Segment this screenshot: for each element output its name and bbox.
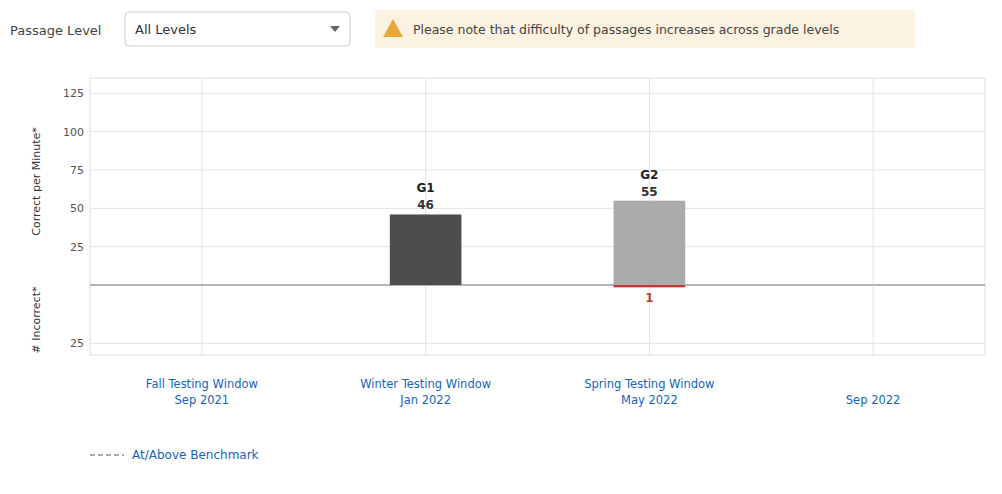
tick-label: 75 <box>70 164 84 177</box>
grade-label: G1 <box>417 181 435 195</box>
data-label: 1 <box>645 291 653 305</box>
grid-line <box>90 131 985 132</box>
grid-line <box>90 208 985 209</box>
plot-frame <box>90 78 985 285</box>
legend: At/Above Benchmark <box>90 448 259 462</box>
dropdown-text: All Levels <box>135 22 197 37</box>
tick-label: 100 <box>63 126 84 139</box>
grid-line-vertical <box>873 285 874 355</box>
top-axes: 25 50 75 100 125 Correct per Minute* <box>30 78 985 285</box>
header: Passage Level All Levels Please note that … <box>10 10 915 48</box>
baseline <box>90 285 985 286</box>
bars-correct <box>390 201 685 285</box>
warning-icon <box>383 19 403 37</box>
grid-line <box>90 170 985 171</box>
dropdown-arrow <box>330 26 340 32</box>
tick-label: 50 <box>70 202 84 215</box>
category-label: Spring Testing Window May 2022 <box>584 377 714 407</box>
grade-label: G2 <box>640 168 658 182</box>
legend-swatch <box>90 454 124 456</box>
data-label: 55 <box>641 185 658 199</box>
labels-correct: 46 G1 55 G2 <box>417 168 659 213</box>
data-label: 46 <box>417 198 434 212</box>
tick-label: 25 <box>70 337 84 350</box>
bottom-axes: 25 # Incorrect* <box>30 285 985 355</box>
bars-incorrect <box>614 285 686 287</box>
category-label: Fall Testing Window Sep 2021 <box>146 377 258 407</box>
bar <box>390 285 462 286</box>
category-label-line: Fall Testing Window <box>146 377 258 391</box>
bar <box>614 285 686 287</box>
category-label-line: Jan 2022 <box>399 393 451 407</box>
category-label-line: Sep 2021 <box>175 393 230 407</box>
y-axis-label: # Incorrect* <box>30 286 43 353</box>
passage-level-label: Passage Level <box>10 23 101 38</box>
category-label: Sep 2022 <box>846 393 901 407</box>
chart: Passage Level All Levels Please note that … <box>0 0 1002 494</box>
warning-box <box>375 10 915 48</box>
category-label-line: Winter Testing Window <box>360 377 491 391</box>
labels-incorrect: 1 <box>645 291 653 305</box>
grid-line-vertical <box>201 285 202 355</box>
legend-label: At/Above Benchmark <box>132 448 259 462</box>
grid-line <box>90 93 985 94</box>
tick-label: 125 <box>63 87 84 100</box>
grid-line <box>90 246 985 247</box>
warning-text: Please note that difficulty of passages … <box>413 22 839 37</box>
bar <box>614 201 686 285</box>
grid-line <box>90 343 985 344</box>
plot-frame <box>90 285 985 355</box>
category-label-line: Spring Testing Window <box>584 377 714 391</box>
dropdown[interactable] <box>125 12 350 46</box>
grid-line-vertical <box>425 285 426 355</box>
grid-line-vertical <box>201 78 202 285</box>
category-labels: Fall Testing Window Sep 2021 Winter Testin… <box>146 377 901 407</box>
tick-label: 25 <box>70 241 84 254</box>
y-axis-label: Correct per Minute* <box>30 127 43 236</box>
category-label-line: May 2022 <box>621 393 678 407</box>
grid-line-vertical <box>873 78 874 285</box>
category-label-line: Sep 2022 <box>846 393 901 407</box>
bar <box>390 214 462 285</box>
category-label: Winter Testing Window Jan 2022 <box>360 377 491 407</box>
baseline <box>90 285 985 286</box>
